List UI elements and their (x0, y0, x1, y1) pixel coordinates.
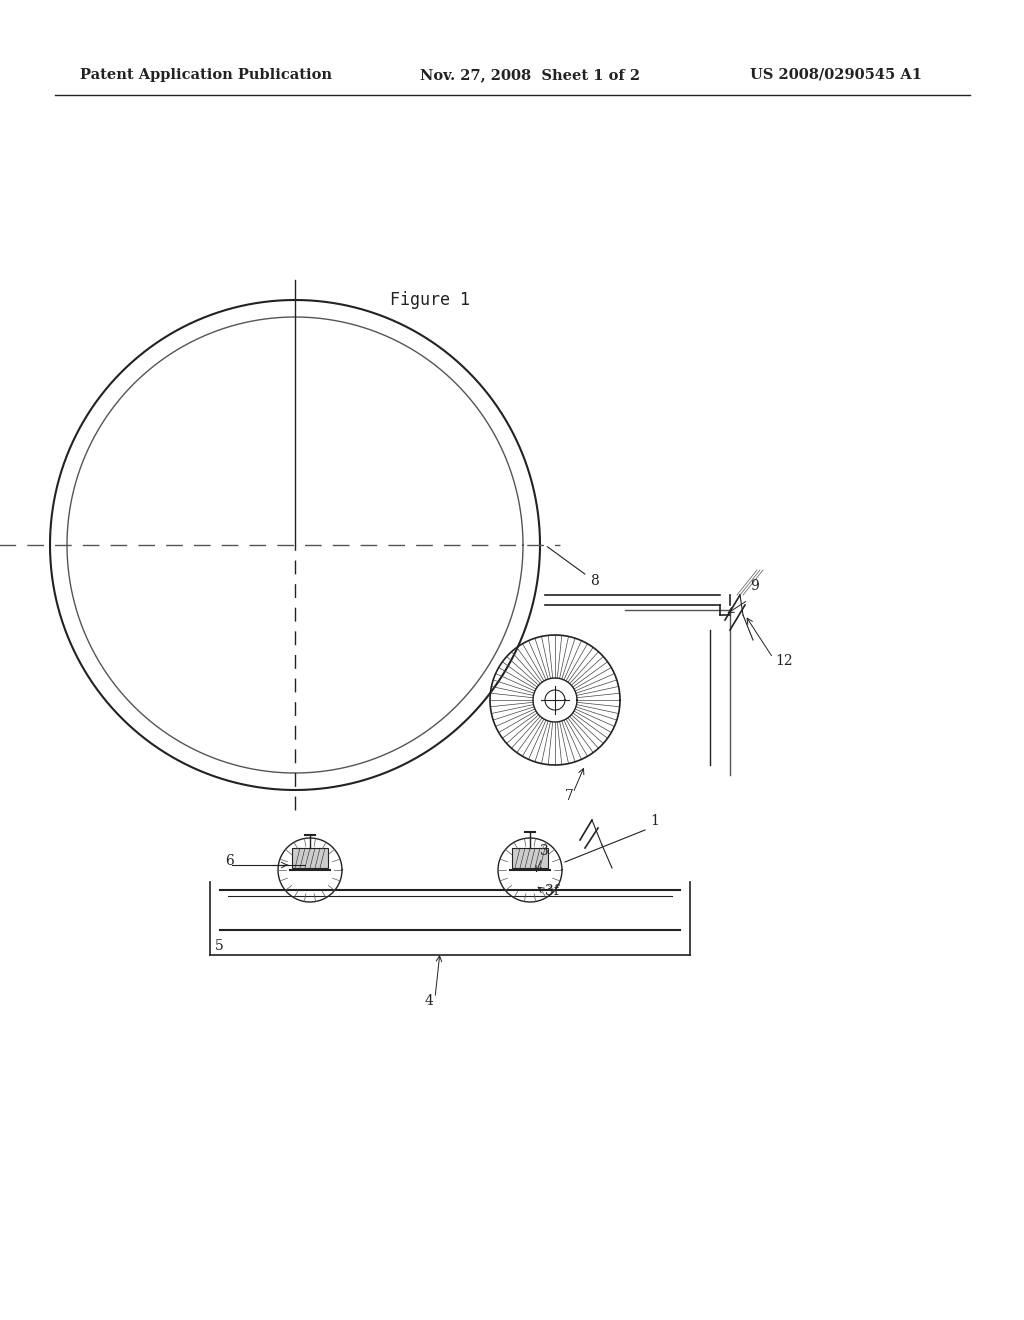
Bar (512, 847, 548, 869)
Text: Figure 1: Figure 1 (390, 290, 470, 309)
Text: 3: 3 (540, 843, 549, 858)
Text: 12: 12 (775, 653, 793, 668)
Text: 1: 1 (650, 814, 658, 828)
Text: 4: 4 (425, 994, 434, 1008)
Bar (292, 847, 328, 869)
Text: Nov. 27, 2008  Sheet 1 of 2: Nov. 27, 2008 Sheet 1 of 2 (420, 69, 640, 82)
Text: 3f: 3f (545, 884, 559, 898)
Text: US 2008/0290545 A1: US 2008/0290545 A1 (750, 69, 922, 82)
Text: 6: 6 (225, 854, 233, 869)
Text: 9: 9 (750, 579, 759, 593)
Text: 8: 8 (547, 546, 599, 587)
Text: 5: 5 (215, 939, 224, 953)
Text: 7: 7 (565, 789, 573, 803)
Text: Patent Application Publication: Patent Application Publication (80, 69, 332, 82)
